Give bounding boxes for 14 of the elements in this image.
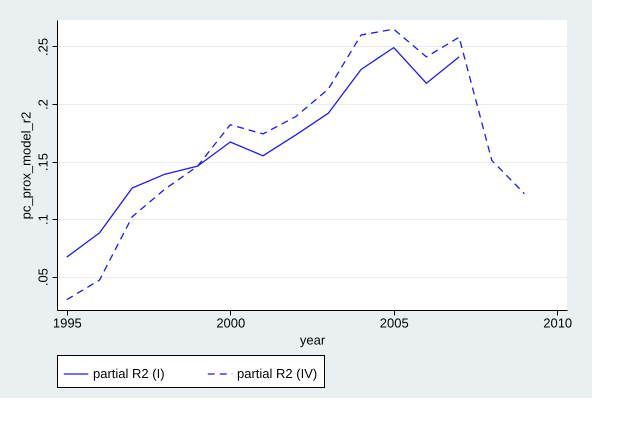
y-tick-label: .05	[36, 268, 50, 286]
x-tick-label: 2005	[380, 316, 409, 330]
y-tick-label: .25	[36, 38, 50, 56]
x-tick-label: 2010	[543, 316, 572, 330]
y-tick-label: .2	[36, 99, 50, 110]
x-tick-label: 1995	[52, 316, 82, 330]
y-tick-label: .1	[36, 214, 50, 226]
x-axis-title: year	[300, 332, 326, 348]
y-tick-label: .15	[36, 153, 50, 172]
legend-label: partial R2 (IV)	[237, 366, 318, 381]
legend-label: partial R2 (I)	[93, 366, 165, 381]
y-axis-title: pc_prox_model_r2	[18, 112, 34, 220]
line-series	[66, 28, 526, 300]
x-tick-label: 2000	[216, 316, 246, 330]
